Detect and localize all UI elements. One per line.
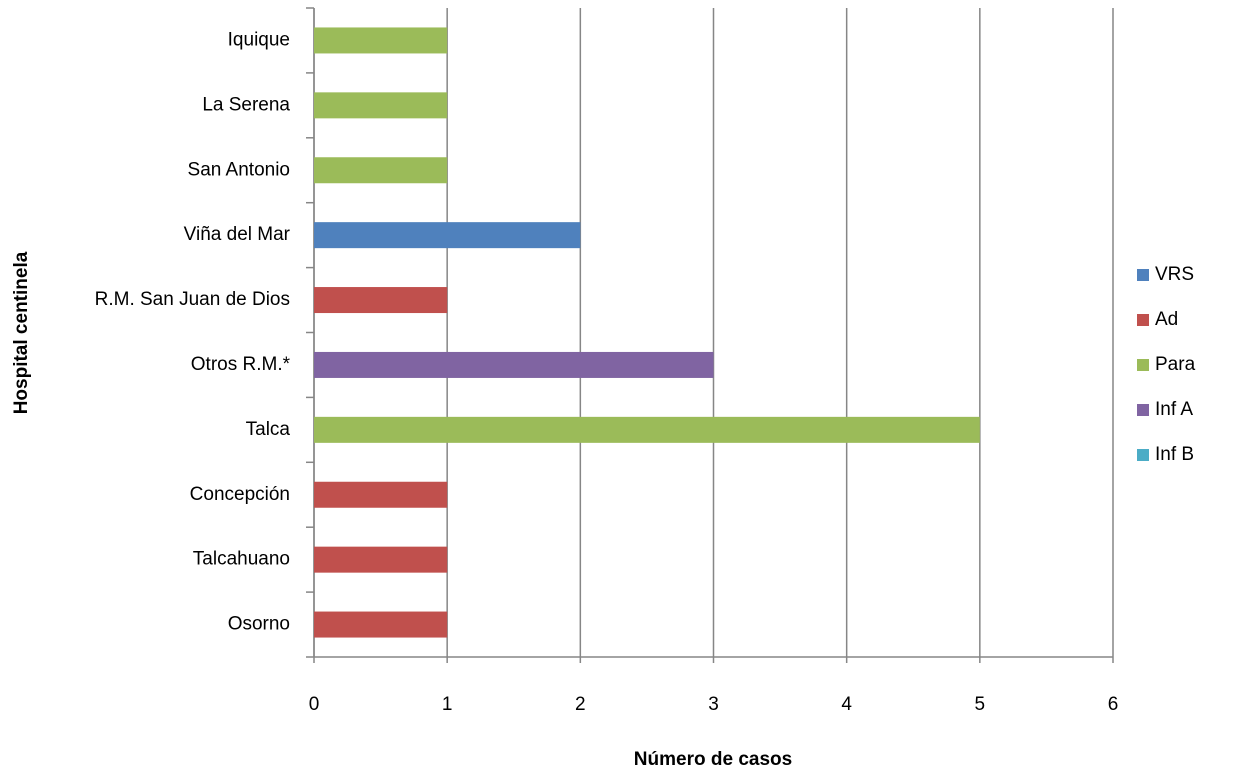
bar xyxy=(314,481,448,508)
legend-label: Ad xyxy=(1155,309,1178,330)
legend-swatch xyxy=(1137,314,1149,326)
x-tick-label: 6 xyxy=(1108,694,1119,715)
legend-label: Para xyxy=(1155,354,1196,375)
y-tick-label: Viña del Mar xyxy=(184,224,291,245)
y-tick-label: San Antonio xyxy=(188,159,290,180)
legend-swatch xyxy=(1137,269,1149,281)
bar xyxy=(314,611,448,638)
x-tick-label: 5 xyxy=(975,694,986,715)
x-tick-label: 4 xyxy=(841,694,852,715)
y-tick-label: Iquique xyxy=(228,29,290,50)
y-tick-label: Concepción xyxy=(190,484,290,505)
bar xyxy=(314,27,448,54)
x-tick-label: 1 xyxy=(442,694,453,715)
x-axis-title: Número de casos xyxy=(634,749,792,770)
bar xyxy=(314,157,448,184)
bar xyxy=(314,546,448,573)
legend-swatch xyxy=(1137,404,1149,416)
bar xyxy=(314,351,714,378)
y-tick-label: La Serena xyxy=(202,94,290,115)
bar xyxy=(314,416,980,443)
x-tick-label: 2 xyxy=(575,694,586,715)
bar xyxy=(314,222,581,249)
y-tick-label: Osorno xyxy=(228,614,290,635)
legend-swatch xyxy=(1137,359,1149,371)
legend-label: VRS xyxy=(1155,264,1194,285)
legend-label: Inf A xyxy=(1155,399,1193,420)
y-tick-label: Talca xyxy=(246,419,291,440)
y-tick-label: Otros R.M.* xyxy=(191,354,291,375)
x-tick-label: 3 xyxy=(708,694,719,715)
y-tick-label: R.M. San Juan de Dios xyxy=(95,289,290,310)
bar xyxy=(314,92,448,119)
y-tick-label: Talcahuano xyxy=(193,549,290,570)
legend-swatch xyxy=(1137,449,1149,461)
x-tick-label: 0 xyxy=(309,694,320,715)
legend-label: Inf B xyxy=(1155,444,1194,465)
bar xyxy=(314,287,448,314)
y-axis-title: Hospital centinela xyxy=(11,251,32,414)
